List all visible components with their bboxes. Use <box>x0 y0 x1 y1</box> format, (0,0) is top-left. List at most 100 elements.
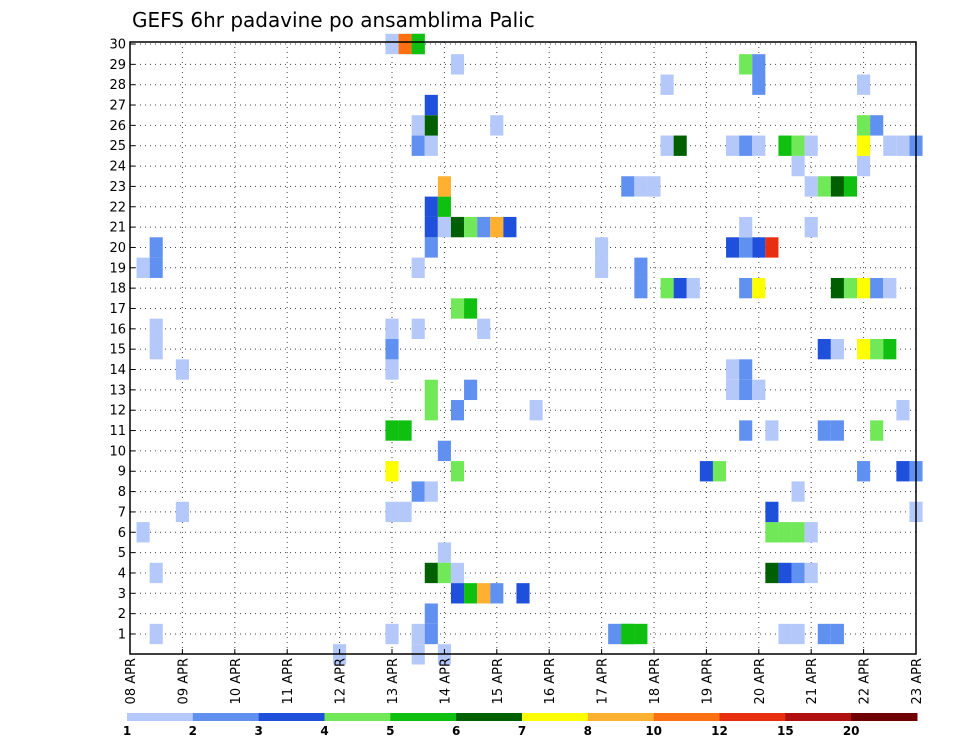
colorbar-swatch <box>258 713 325 721</box>
precip-cell <box>450 216 465 238</box>
precip-cell <box>385 501 399 523</box>
x-tick-label: 10 APR <box>229 658 244 704</box>
precip-cell <box>437 196 451 217</box>
precip-cell <box>765 522 779 543</box>
precip-cell <box>424 94 438 116</box>
precip-cell <box>634 257 648 278</box>
colorbar-label: 2 <box>189 724 197 738</box>
x-tick-label: 08 APR <box>124 658 139 704</box>
y-axis-ticks: 1234567891011121314151617181920212223242… <box>109 38 135 643</box>
precip-cell <box>516 583 530 604</box>
precip-cell <box>424 562 438 584</box>
precip-cell <box>830 176 844 197</box>
colorbar-swatch <box>456 713 523 721</box>
colorbar-swatch <box>785 713 852 721</box>
precip-cell <box>647 176 661 197</box>
precip-cell <box>437 176 451 197</box>
precip-cell <box>791 522 805 543</box>
precip-cell <box>896 400 910 421</box>
precip-cell <box>464 583 478 604</box>
precip-cell <box>883 339 897 360</box>
precip-cell <box>778 562 792 584</box>
precip-cell <box>726 237 740 258</box>
precip-cell <box>411 481 425 502</box>
y-tick-label: 23 <box>109 180 126 195</box>
x-tick-label: 14 APR <box>438 658 453 704</box>
y-tick-label: 30 <box>109 38 126 53</box>
precip-cell <box>817 420 831 441</box>
precip-cell <box>136 522 150 543</box>
y-tick-label: 22 <box>109 200 126 215</box>
colorbar-swatch <box>192 713 260 721</box>
precip-cell <box>778 522 792 543</box>
precip-cell <box>752 379 766 401</box>
precip-cell <box>424 115 438 136</box>
precip-cell <box>804 176 818 197</box>
x-tick-label: 11 APR <box>281 658 296 704</box>
colorbar-label: 15 <box>777 724 794 738</box>
y-tick-label: 1 <box>118 628 126 643</box>
precip-cell <box>804 135 818 156</box>
precip-cell <box>424 379 438 401</box>
x-tick-label: 20 APR <box>753 658 768 704</box>
precip-cell <box>857 277 871 299</box>
y-tick-label: 9 <box>118 465 126 480</box>
precip-cell <box>791 481 805 502</box>
colorbar-swatch <box>390 713 457 721</box>
precip-cell <box>870 277 884 299</box>
precip-cell <box>830 420 844 441</box>
y-tick-label: 25 <box>109 139 126 154</box>
precip-cell <box>424 135 438 156</box>
y-tick-label: 13 <box>109 383 126 398</box>
precip-cell <box>477 318 491 339</box>
precip-cell <box>490 115 504 136</box>
precip-cell <box>857 339 871 360</box>
precip-cell <box>660 277 674 299</box>
grid-lines <box>129 42 917 654</box>
colorbar-swatch <box>851 713 918 721</box>
colorbar-swatch <box>719 713 786 721</box>
precip-cell <box>804 216 818 238</box>
precip-cell <box>450 461 465 482</box>
colorbar-label: 3 <box>254 724 262 738</box>
precip-cell <box>870 339 884 360</box>
y-tick-label: 2 <box>118 607 126 622</box>
precip-cell <box>739 277 753 299</box>
precip-cell <box>385 339 399 360</box>
colorbar-label: 20 <box>843 724 860 738</box>
x-tick-label: 15 APR <box>491 658 506 704</box>
precip-cell <box>503 216 517 238</box>
y-tick-label: 16 <box>109 322 126 337</box>
precip-cell <box>149 623 163 645</box>
precip-cell <box>424 237 438 258</box>
precip-cell <box>739 216 753 238</box>
precip-cell <box>843 176 858 197</box>
x-tick-label: 21 APR <box>805 658 820 704</box>
x-tick-label: 19 APR <box>700 658 715 704</box>
precip-cell <box>437 562 451 584</box>
precip-cell <box>634 623 648 645</box>
precip-cell <box>752 74 766 95</box>
precip-cell <box>857 461 871 482</box>
precip-cell <box>411 318 425 339</box>
precip-cell <box>437 440 451 462</box>
precip-cell <box>739 379 753 401</box>
precip-cell <box>437 542 451 563</box>
y-tick-label: 7 <box>118 505 126 520</box>
colorbar-swatch <box>522 713 589 721</box>
precip-cell <box>149 318 163 339</box>
x-tick-label: 12 APR <box>334 658 349 704</box>
precip-cell <box>765 420 779 441</box>
precip-cell <box>778 135 792 156</box>
precip-cell <box>149 339 163 360</box>
x-tick-label: 16 APR <box>543 658 558 704</box>
y-tick-label: 5 <box>118 546 126 561</box>
precip-cell <box>477 216 491 238</box>
precip-cell <box>398 501 412 523</box>
x-tick-label: 22 APR <box>858 658 873 704</box>
precip-cell <box>424 400 438 421</box>
precip-cell <box>791 155 805 177</box>
colorbar-swatch <box>127 713 194 721</box>
precip-cell <box>464 298 478 319</box>
colorbar-label: 10 <box>645 724 662 738</box>
